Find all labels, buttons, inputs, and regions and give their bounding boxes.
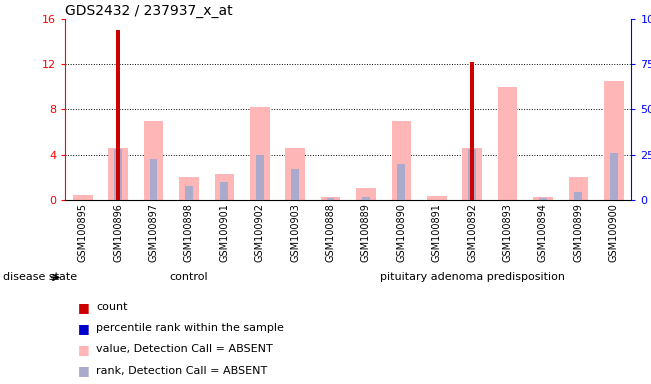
Bar [574,192,582,200]
Bar [398,164,406,200]
Text: control: control [170,272,208,283]
Bar [539,198,547,200]
Bar [533,197,553,200]
Text: GSM100895: GSM100895 [78,203,88,262]
Bar [610,154,618,200]
Text: GSM100888: GSM100888 [326,203,335,262]
Text: rank, Detection Call = ABSENT: rank, Detection Call = ABSENT [96,366,268,376]
Text: GSM100900: GSM100900 [609,203,618,262]
Bar [604,81,624,200]
Bar [291,169,299,200]
Text: GSM100890: GSM100890 [396,203,406,262]
Text: GSM100891: GSM100891 [432,203,442,262]
Bar [256,155,264,200]
Text: GSM100898: GSM100898 [184,203,194,262]
Bar [392,121,411,200]
Text: count: count [96,302,128,312]
Text: GSM100892: GSM100892 [467,203,477,262]
Bar [568,177,588,200]
Bar [327,198,335,200]
Bar [179,177,199,200]
Bar [362,197,370,200]
Text: GDS2432 / 237937_x_at: GDS2432 / 237937_x_at [65,4,232,18]
Bar [215,174,234,200]
Text: disease state: disease state [3,272,77,283]
Bar [116,30,120,200]
Bar [498,87,518,200]
Bar [144,121,163,200]
Bar [221,182,229,200]
Text: GSM100902: GSM100902 [255,203,265,262]
Bar [185,186,193,200]
Bar [356,189,376,200]
Text: GSM100897: GSM100897 [148,203,159,262]
Text: GSM100903: GSM100903 [290,203,300,262]
Text: ■: ■ [78,301,90,314]
Text: GSM100901: GSM100901 [219,203,229,262]
Bar [150,159,158,200]
Bar [109,148,128,200]
Text: GSM100893: GSM100893 [503,203,512,262]
Bar [468,149,476,200]
Text: percentile rank within the sample: percentile rank within the sample [96,323,284,333]
Bar [470,62,475,200]
Text: GSM100899: GSM100899 [574,203,583,262]
Text: ■: ■ [78,322,90,335]
Text: value, Detection Call = ABSENT: value, Detection Call = ABSENT [96,344,273,354]
Text: GSM100894: GSM100894 [538,203,548,262]
Bar [427,196,447,200]
Bar [250,107,270,200]
Bar [115,149,122,200]
Text: GSM100896: GSM100896 [113,203,123,262]
Text: ■: ■ [78,364,90,377]
Bar [321,197,340,200]
Bar [73,195,92,200]
Bar [285,148,305,200]
Text: pituitary adenoma predisposition: pituitary adenoma predisposition [380,272,564,283]
Bar [462,148,482,200]
Text: GSM100889: GSM100889 [361,203,371,262]
Text: ■: ■ [78,343,90,356]
